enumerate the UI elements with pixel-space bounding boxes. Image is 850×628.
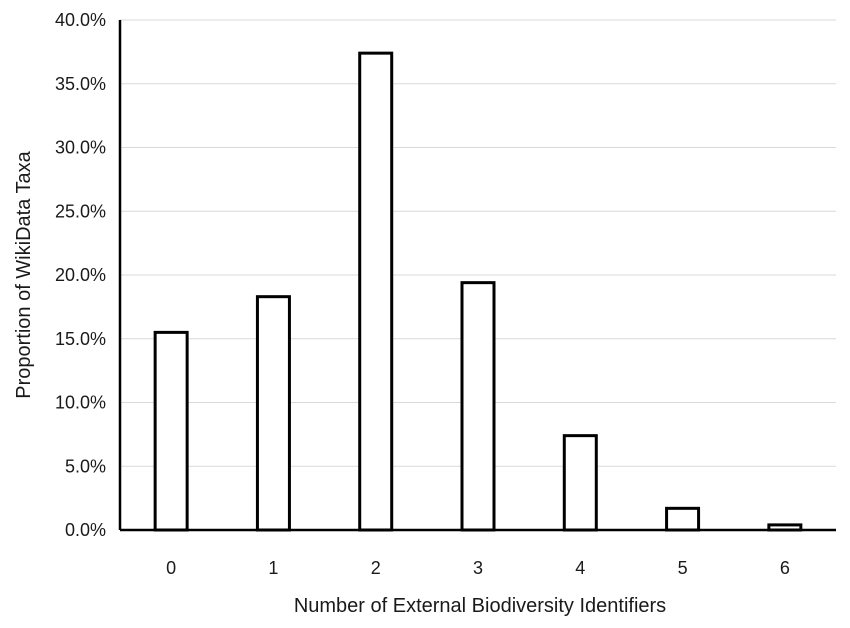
y-tick-label: 0.0% xyxy=(65,520,106,540)
x-tick-label: 6 xyxy=(780,558,790,578)
y-tick-label: 25.0% xyxy=(55,201,106,221)
y-tick-label: 20.0% xyxy=(55,265,106,285)
y-tick-label: 15.0% xyxy=(55,329,106,349)
bar-1 xyxy=(255,295,291,532)
bars xyxy=(153,51,803,532)
x-axis-ticks: 0 1 2 3 4 5 6 xyxy=(166,558,790,578)
y-tick-label: 40.0% xyxy=(55,10,106,30)
bar-2 xyxy=(358,51,394,532)
bar-5 xyxy=(665,506,701,532)
x-tick-label: 0 xyxy=(166,558,176,578)
x-tick-label: 3 xyxy=(473,558,483,578)
y-tick-label: 10.0% xyxy=(55,393,106,413)
bar-4 xyxy=(562,434,598,532)
y-tick-label: 5.0% xyxy=(65,456,106,476)
x-tick-label: 1 xyxy=(268,558,278,578)
x-axis-title: Number of External Biodiversity Identifi… xyxy=(294,595,666,617)
bar-3 xyxy=(460,281,496,532)
y-tick-label: 30.0% xyxy=(55,138,106,158)
x-tick-label: 5 xyxy=(678,558,688,578)
bar-0 xyxy=(153,330,189,532)
y-axis-title: Proportion of WikiData Taxa xyxy=(13,150,35,398)
x-tick-label: 2 xyxy=(371,558,381,578)
x-tick-label: 4 xyxy=(575,558,585,578)
y-axis-ticks: 0.0% 5.0% 10.0% 15.0% 20.0% 25.0% 30.0% 35.0% 40… xyxy=(55,10,106,540)
y-tick-label: 35.0% xyxy=(55,74,106,94)
